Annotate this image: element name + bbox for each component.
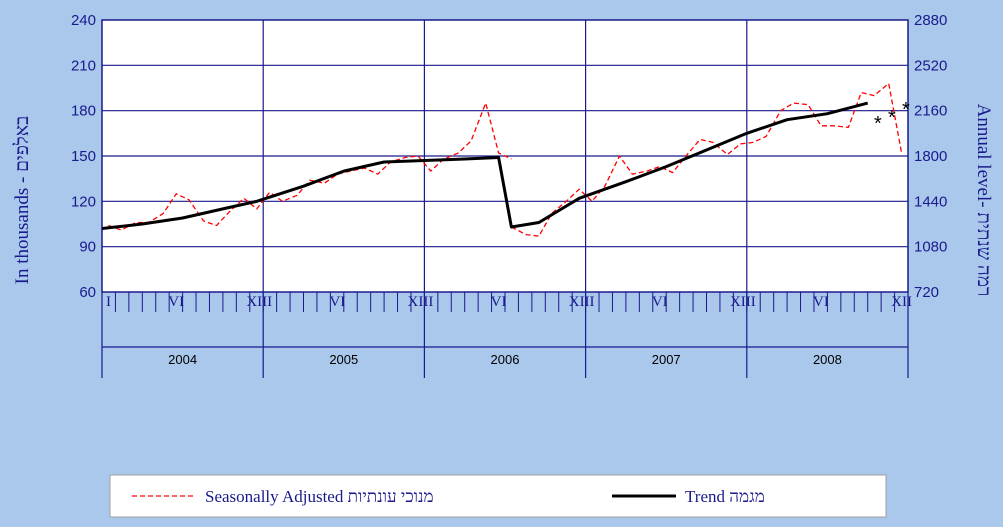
- month-label: I: [428, 294, 433, 310]
- y-tick-label-left: 240: [71, 12, 96, 29]
- y-tick-label-right: 1800: [914, 148, 947, 165]
- month-label: XII: [730, 294, 751, 310]
- y-tick-label-right: 1080: [914, 239, 947, 256]
- grid-layer: [102, 20, 908, 292]
- y-tick-label-left: 180: [71, 103, 96, 120]
- month-label: I: [590, 294, 595, 310]
- year-label: 2007: [652, 352, 681, 367]
- series-seasonally-adjusted-line: [511, 82, 903, 237]
- month-label: VI: [329, 294, 345, 310]
- y-tick-label-left: 60: [79, 284, 96, 301]
- y-tick-label-left: 120: [71, 193, 96, 210]
- month-label: I: [267, 294, 272, 310]
- year-label: 2005: [329, 352, 358, 367]
- series-trend-line: [101, 101, 869, 230]
- y-tick-label-right: 720: [914, 284, 939, 301]
- series-layer: [101, 82, 903, 237]
- annotations: * * *: [874, 99, 910, 135]
- month-label: XII: [891, 294, 912, 310]
- month-label: XII: [569, 294, 590, 310]
- y-tick-label-right: 2880: [914, 12, 947, 29]
- asterisk-annotation: *: [888, 107, 896, 129]
- y-tick-label-right: 2520: [914, 57, 947, 74]
- legend: Seasonally Adjusted מנוכי עונתיות Trend מ…: [132, 487, 765, 506]
- month-label: VI: [652, 294, 668, 310]
- y-tick-label-left: 150: [71, 148, 96, 165]
- y-tick-label-right: 2160: [914, 103, 947, 120]
- y-tick-label-left: 90: [79, 239, 96, 256]
- year-label: 2006: [491, 352, 520, 367]
- month-label: XII: [408, 294, 429, 310]
- y-axis-right-title: Annual level- רמה שנתית: [973, 104, 994, 297]
- y-axis-left-title: In thousands - באלפים: [12, 116, 33, 285]
- year-label: 2004: [168, 352, 197, 367]
- month-label: VI: [813, 294, 829, 310]
- month-label: I: [751, 294, 756, 310]
- month-label: I: [106, 294, 111, 310]
- y-tick-label-right: 1440: [914, 193, 947, 210]
- legend-label: Trend מגמה: [685, 487, 765, 506]
- month-label: VI: [491, 294, 507, 310]
- asterisk-annotation: *: [874, 113, 882, 135]
- asterisk-annotation: *: [902, 99, 910, 121]
- legend-box: [109, 474, 887, 518]
- series-seasonally-adjusted-line: [108, 102, 512, 231]
- year-label: 2008: [813, 352, 842, 367]
- legend-label: Seasonally Adjusted מנוכי עונתיות: [205, 487, 434, 506]
- month-label: XII: [246, 294, 267, 310]
- month-label: VI: [168, 294, 184, 310]
- y-tick-label-left: 210: [71, 57, 96, 74]
